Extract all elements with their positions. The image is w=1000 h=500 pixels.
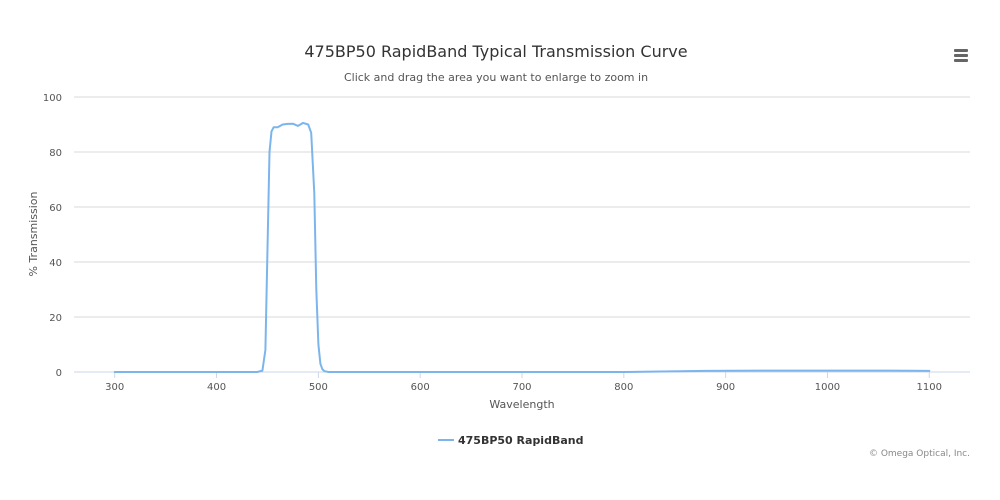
y-tick-label: 40 xyxy=(49,258,62,269)
x-tick-label: 800 xyxy=(614,382,633,393)
y-axis-ticks: 0 20 40 60 80 100 xyxy=(43,93,62,379)
hamburger-menu-icon[interactable] xyxy=(948,44,974,66)
x-tick-label: 1000 xyxy=(815,382,840,393)
x-tick-label: 700 xyxy=(512,382,531,393)
x-axis: 300 400 500 600 700 800 900 1000 1100 xyxy=(105,372,942,393)
grid xyxy=(74,96,970,373)
legend[interactable]: 475BP50 RapidBand xyxy=(438,434,583,447)
x-tick-label: 1100 xyxy=(917,382,942,393)
y-tick-label: 20 xyxy=(49,313,62,324)
x-tick-label: 600 xyxy=(411,382,430,393)
x-tick-label: 300 xyxy=(105,382,124,393)
y-tick-label: 60 xyxy=(49,203,62,214)
chart-subtitle: Click and drag the area you want to enla… xyxy=(344,71,648,84)
series-line-0[interactable] xyxy=(113,121,931,373)
y-tick-label: 0 xyxy=(56,368,62,379)
x-axis-label: Wavelength xyxy=(489,398,554,411)
x-tick-label: 500 xyxy=(309,382,328,393)
y-tick-label: 80 xyxy=(49,148,62,159)
y-axis-label: % Transmission xyxy=(27,191,40,276)
credits[interactable]: © Omega Optical, Inc. xyxy=(869,449,970,459)
series-group[interactable] xyxy=(113,121,931,373)
legend-label[interactable]: 475BP50 RapidBand xyxy=(458,434,583,447)
x-tick-label: 400 xyxy=(207,382,226,393)
x-tick-label: 900 xyxy=(716,382,735,393)
chart-title: 475BP50 RapidBand Typical Transmission C… xyxy=(304,42,687,61)
y-tick-label: 100 xyxy=(43,93,62,104)
